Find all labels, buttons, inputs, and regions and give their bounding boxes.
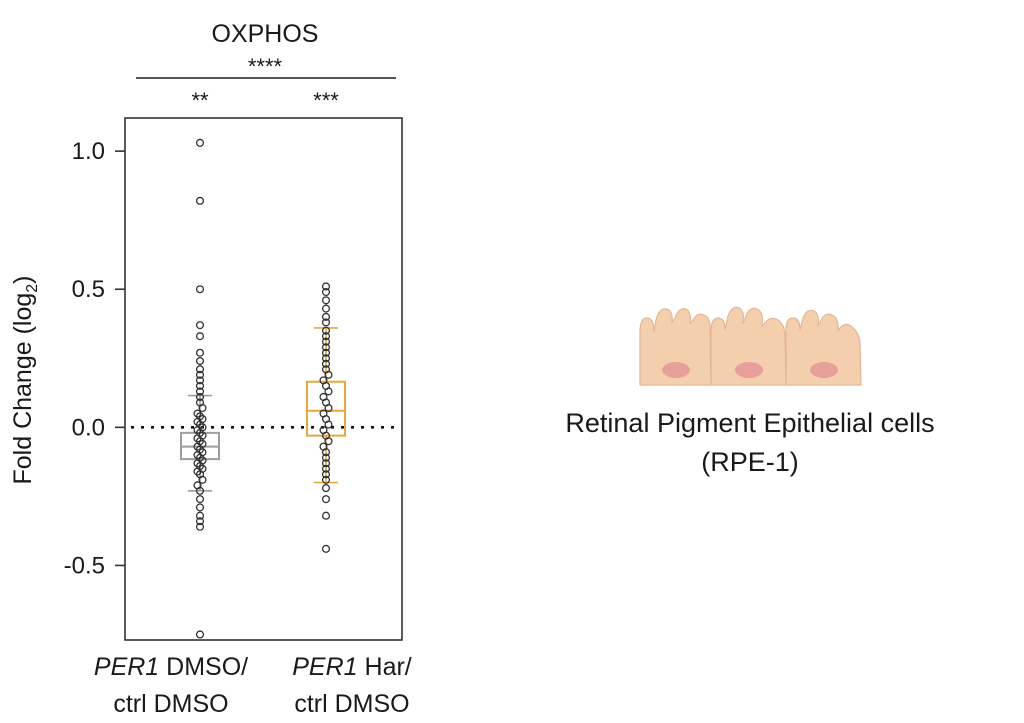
group-2-significance: *** [313, 88, 339, 113]
plot-frame [124, 117, 403, 641]
data-point [321, 359, 331, 368]
y-tick-label: 0.5 [72, 276, 105, 303]
y-axis-title-close: ) [9, 275, 37, 283]
data-point [195, 348, 205, 357]
overall-significance: **** [248, 54, 283, 79]
group-2-label-line2: ctrl DMSO [294, 690, 409, 718]
y-axis-ticks: 1.0 0.5 0.0 -0.5 [64, 138, 125, 579]
data-point [195, 495, 205, 504]
data-points [193, 138, 333, 639]
data-point [321, 312, 331, 321]
data-point [195, 376, 205, 385]
data-point [321, 484, 331, 493]
data-point [195, 511, 205, 520]
data-point [321, 448, 331, 457]
group-2-label-italic: PER1 [292, 653, 357, 681]
group-1-label-italic: PER1 [94, 653, 159, 681]
data-point [321, 511, 331, 520]
data-point [324, 370, 333, 379]
points-group-2 [319, 282, 333, 553]
data-point [195, 522, 205, 531]
y-axis-title-main: Fold Change (log [9, 293, 37, 485]
data-point [321, 304, 331, 313]
iqr-box [306, 380, 346, 437]
group-1-label-line2: ctrl DMSO [113, 690, 228, 718]
data-point [195, 517, 205, 526]
data-point [195, 486, 205, 495]
y-axis-title: Fold Change (log2) [9, 275, 41, 484]
rpe-nucleus-3 [810, 362, 838, 378]
data-point [321, 495, 331, 504]
points-group-1 [193, 138, 207, 639]
data-point [195, 196, 205, 205]
data-point [195, 370, 205, 379]
data-point [321, 318, 331, 327]
rpe-cell-illustration [639, 306, 862, 386]
rpe-cell-2 [710, 306, 787, 386]
data-point [195, 321, 205, 330]
data-point [321, 354, 331, 363]
data-point [324, 437, 333, 446]
data-point [195, 381, 205, 390]
rpe-cell-1 [639, 308, 712, 386]
group-2-label-rest: Har/ [358, 653, 412, 681]
data-point [324, 403, 333, 413]
data-point [195, 285, 205, 294]
data-point [321, 475, 331, 484]
data-point [195, 365, 205, 374]
y-axis-title-sub: 2 [24, 284, 41, 293]
group-1-label-rest: DMSO/ [159, 653, 248, 681]
data-point [321, 453, 331, 462]
group-1-label: PER1 DMSO/ [94, 653, 248, 681]
data-point [195, 138, 205, 147]
group-1-significance: ** [191, 88, 209, 113]
data-point [195, 392, 205, 402]
illustration-caption-line1: Retinal Pigment Epithelial cells [565, 408, 934, 438]
y-tick-label: 0.0 [72, 414, 105, 441]
data-point [195, 387, 205, 396]
data-point [195, 630, 205, 639]
chart-title: OXPHOS [212, 20, 319, 48]
data-point [321, 470, 331, 479]
data-point [321, 343, 331, 352]
data-point [195, 503, 205, 512]
data-point [321, 459, 331, 468]
illustration-caption-line2: (RPE-1) [701, 447, 799, 477]
data-point [321, 296, 331, 305]
rpe-cell-3 [785, 309, 862, 386]
data-point [321, 287, 331, 297]
data-point [198, 475, 207, 484]
data-point [321, 464, 331, 473]
data-point [321, 337, 331, 346]
data-point [195, 332, 205, 341]
data-point [321, 326, 331, 335]
y-tick-label: 1.0 [72, 138, 105, 165]
rpe-nucleus-1 [662, 362, 690, 378]
data-point [324, 420, 333, 429]
data-point [195, 356, 205, 366]
data-point [321, 282, 331, 291]
rpe-nucleus-2 [735, 362, 763, 378]
y-tick-label: -0.5 [64, 552, 105, 579]
data-point [198, 403, 207, 413]
data-point [321, 544, 331, 553]
data-point [321, 348, 331, 357]
data-point [321, 332, 331, 341]
data-point [324, 387, 333, 396]
group-2-label: PER1 Har/ [292, 653, 412, 681]
